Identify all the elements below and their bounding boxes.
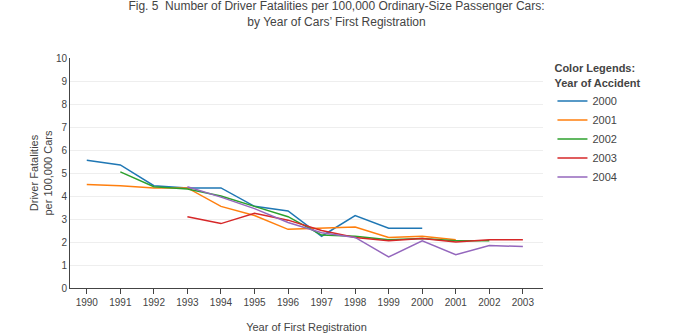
svg-text:0: 0 — [61, 283, 67, 294]
svg-text:2003: 2003 — [592, 152, 616, 164]
svg-text:2: 2 — [61, 237, 67, 248]
svg-text:1995: 1995 — [243, 297, 266, 308]
svg-text:2003: 2003 — [512, 297, 535, 308]
svg-text:2002: 2002 — [592, 133, 616, 145]
svg-text:1999: 1999 — [378, 297, 401, 308]
svg-text:9: 9 — [61, 76, 67, 87]
svg-text:5: 5 — [61, 168, 67, 179]
svg-text:2001: 2001 — [445, 297, 468, 308]
svg-text:1991: 1991 — [109, 297, 132, 308]
svg-text:8: 8 — [61, 99, 67, 110]
svg-text:2000: 2000 — [411, 297, 434, 308]
svg-text:2004: 2004 — [592, 171, 616, 183]
svg-text:1993: 1993 — [176, 297, 199, 308]
svg-text:2002: 2002 — [478, 297, 501, 308]
svg-text:2001: 2001 — [592, 114, 616, 126]
svg-text:2000: 2000 — [592, 95, 616, 107]
svg-text:6: 6 — [61, 145, 67, 156]
svg-text:4: 4 — [61, 191, 67, 202]
svg-text:1992: 1992 — [143, 297, 166, 308]
svg-text:1996: 1996 — [277, 297, 300, 308]
svg-text:Fig. 5 Number of Driver Fatal: Fig. 5 Number of Driver Fatalities per 1… — [128, 0, 544, 29]
svg-text:1: 1 — [61, 260, 67, 271]
svg-text:1998: 1998 — [344, 297, 367, 308]
svg-text:3: 3 — [61, 214, 67, 225]
svg-text:Color Legends:Year of Accident: Color Legends:Year of Accident — [554, 62, 640, 88]
svg-text:7: 7 — [61, 122, 67, 133]
svg-text:1994: 1994 — [210, 297, 233, 308]
svg-text:1997: 1997 — [310, 297, 333, 308]
svg-text:1990: 1990 — [76, 297, 99, 308]
svg-text:10: 10 — [56, 53, 68, 64]
svg-text:Year of First Registration: Year of First Registration — [246, 321, 367, 333]
svg-text:Driver Fatalitiesper 100,000 C: Driver Fatalitiesper 100,000 Cars — [28, 130, 54, 215]
